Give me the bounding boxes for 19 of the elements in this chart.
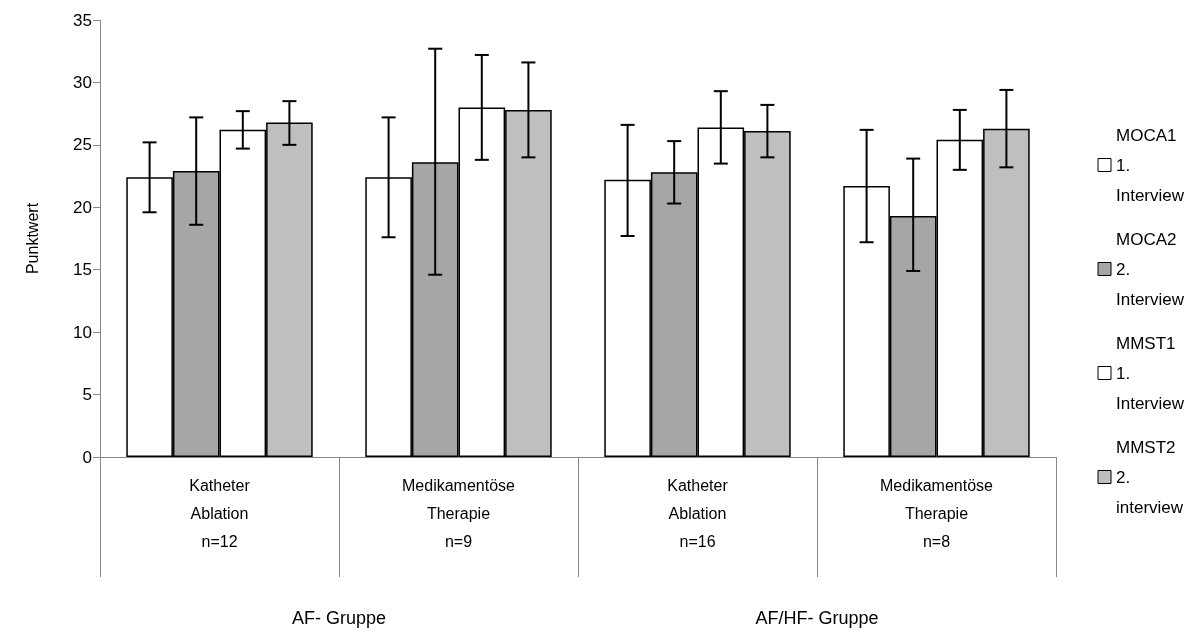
legend-label: MOCA1 1. Interview (1116, 125, 1185, 205)
x-tick-label: Katheter Ablation n=12 (189, 476, 251, 550)
y-tick-label: 20 (73, 197, 92, 217)
y-tick-label: 0 (82, 447, 92, 467)
legend-label: MMST2 2. interview (1116, 437, 1184, 517)
y-tick-label: 30 (73, 72, 92, 92)
x-tick-label: Medikamentöse Therapie n=8 (880, 476, 994, 550)
y-tick-label: 5 (82, 385, 92, 405)
text: AF/HF- Gruppe (755, 608, 879, 628)
text: AF- Gruppe (291, 608, 387, 628)
x-tick-label: Katheter Ablation n=16 (667, 476, 729, 550)
y-tick-label: 35 (73, 10, 92, 30)
y-tick-label: 15 (73, 260, 92, 280)
y-axis-title: Punktwert (23, 202, 41, 275)
y-tick-label: 25 (73, 135, 92, 155)
y-tick-label: 10 (73, 322, 92, 342)
legend-label: MOCA2 2. Interview (1116, 229, 1185, 309)
x-tick-label: Medikamentöse Therapie n=9 (402, 476, 516, 550)
legend-label: MMST1 1. Interview (1116, 333, 1185, 413)
